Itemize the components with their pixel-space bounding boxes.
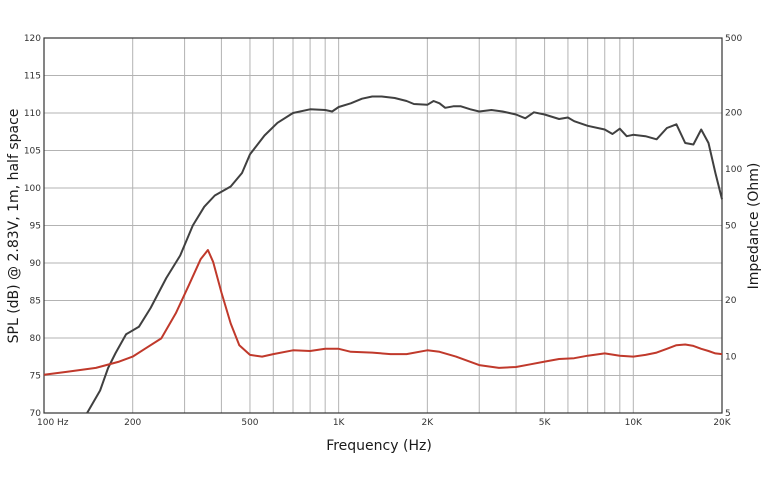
y-right-tick-label: 50 — [725, 222, 737, 232]
x-tick-label: 100 Hz — [37, 418, 69, 428]
y-right-tick-label: 5 — [725, 409, 731, 419]
tick-labels: 100 Hz 200 500 1K 2K 5K 10K 20K 70 75 80 85 90 95 100 1… — [24, 34, 743, 428]
y-left-tick-label: 105 — [24, 147, 41, 157]
impedance-curve — [43, 249, 723, 376]
y-left-tick-label: 115 — [24, 72, 41, 82]
y-left-tick-label: 85 — [30, 297, 41, 307]
x-tick-label: 5K — [539, 418, 552, 428]
y-left-tick-label: 70 — [30, 409, 42, 419]
y-right-tick-label: 200 — [725, 109, 742, 119]
y-left-tick-label: 95 — [30, 222, 41, 232]
x-tick-label: 500 — [241, 418, 258, 428]
chart-grid — [43, 37, 723, 414]
x-tick-label: 1K — [333, 418, 346, 428]
plot-frame — [43, 37, 723, 414]
x-tick-label: 10K — [625, 418, 643, 428]
x-tick-label: 2K — [422, 418, 435, 428]
y-left-tick-label: 120 — [24, 34, 41, 44]
x-tick-label: 20K — [713, 418, 731, 428]
y-right-tick-label: 20 — [725, 296, 737, 306]
series-layer — [43, 95, 723, 414]
right-axis-title: Impedance (Ohm) — [746, 163, 762, 290]
y-left-tick-label: 80 — [30, 334, 42, 344]
y-right-tick-label: 10 — [725, 353, 737, 363]
y-right-tick-label: 500 — [725, 34, 742, 44]
y-left-tick-label: 110 — [24, 109, 41, 119]
spl-curve — [86, 95, 723, 414]
y-left-tick-label: 100 — [24, 184, 41, 194]
y-left-tick-label: 90 — [30, 259, 42, 269]
x-axis-title: Frequency (Hz) — [326, 438, 432, 454]
x-tick-label: 200 — [124, 418, 141, 428]
left-axis-title: SPL (dB) @ 2.83V, 1m, half space — [6, 109, 22, 344]
y-left-tick-label: 75 — [30, 372, 41, 382]
y-right-tick-label: 100 — [725, 165, 742, 175]
